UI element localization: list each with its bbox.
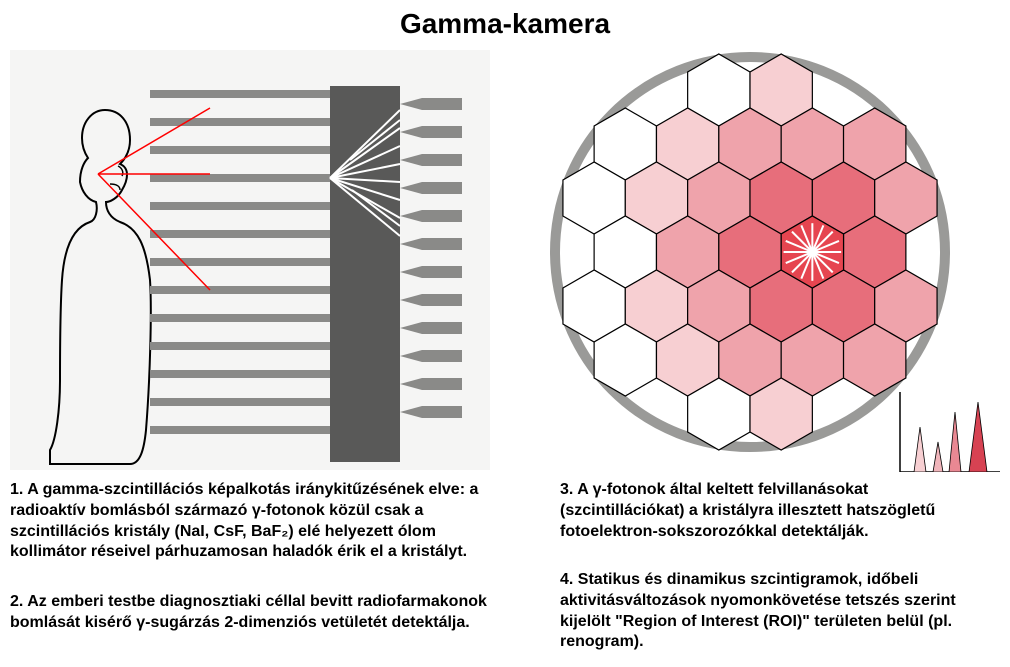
caption-4: 4. Statikus és dinamikus szcintigramok, … <box>560 570 990 653</box>
page: Gamma-kamera 1. A gamma-szcintillációs k… <box>0 0 1010 667</box>
caption-1: 1. A gamma-szcintillációs képalkotás irá… <box>10 480 490 563</box>
collimator-diagram <box>10 50 490 470</box>
caption-3: 3. A γ-fotonok által keltett felvillanás… <box>560 480 990 542</box>
hex-detector-diagram <box>540 52 990 472</box>
caption-2: 2. Az emberi testbe diagnosztiaki céllal… <box>10 592 490 634</box>
page-title: Gamma-kamera <box>0 8 1010 40</box>
